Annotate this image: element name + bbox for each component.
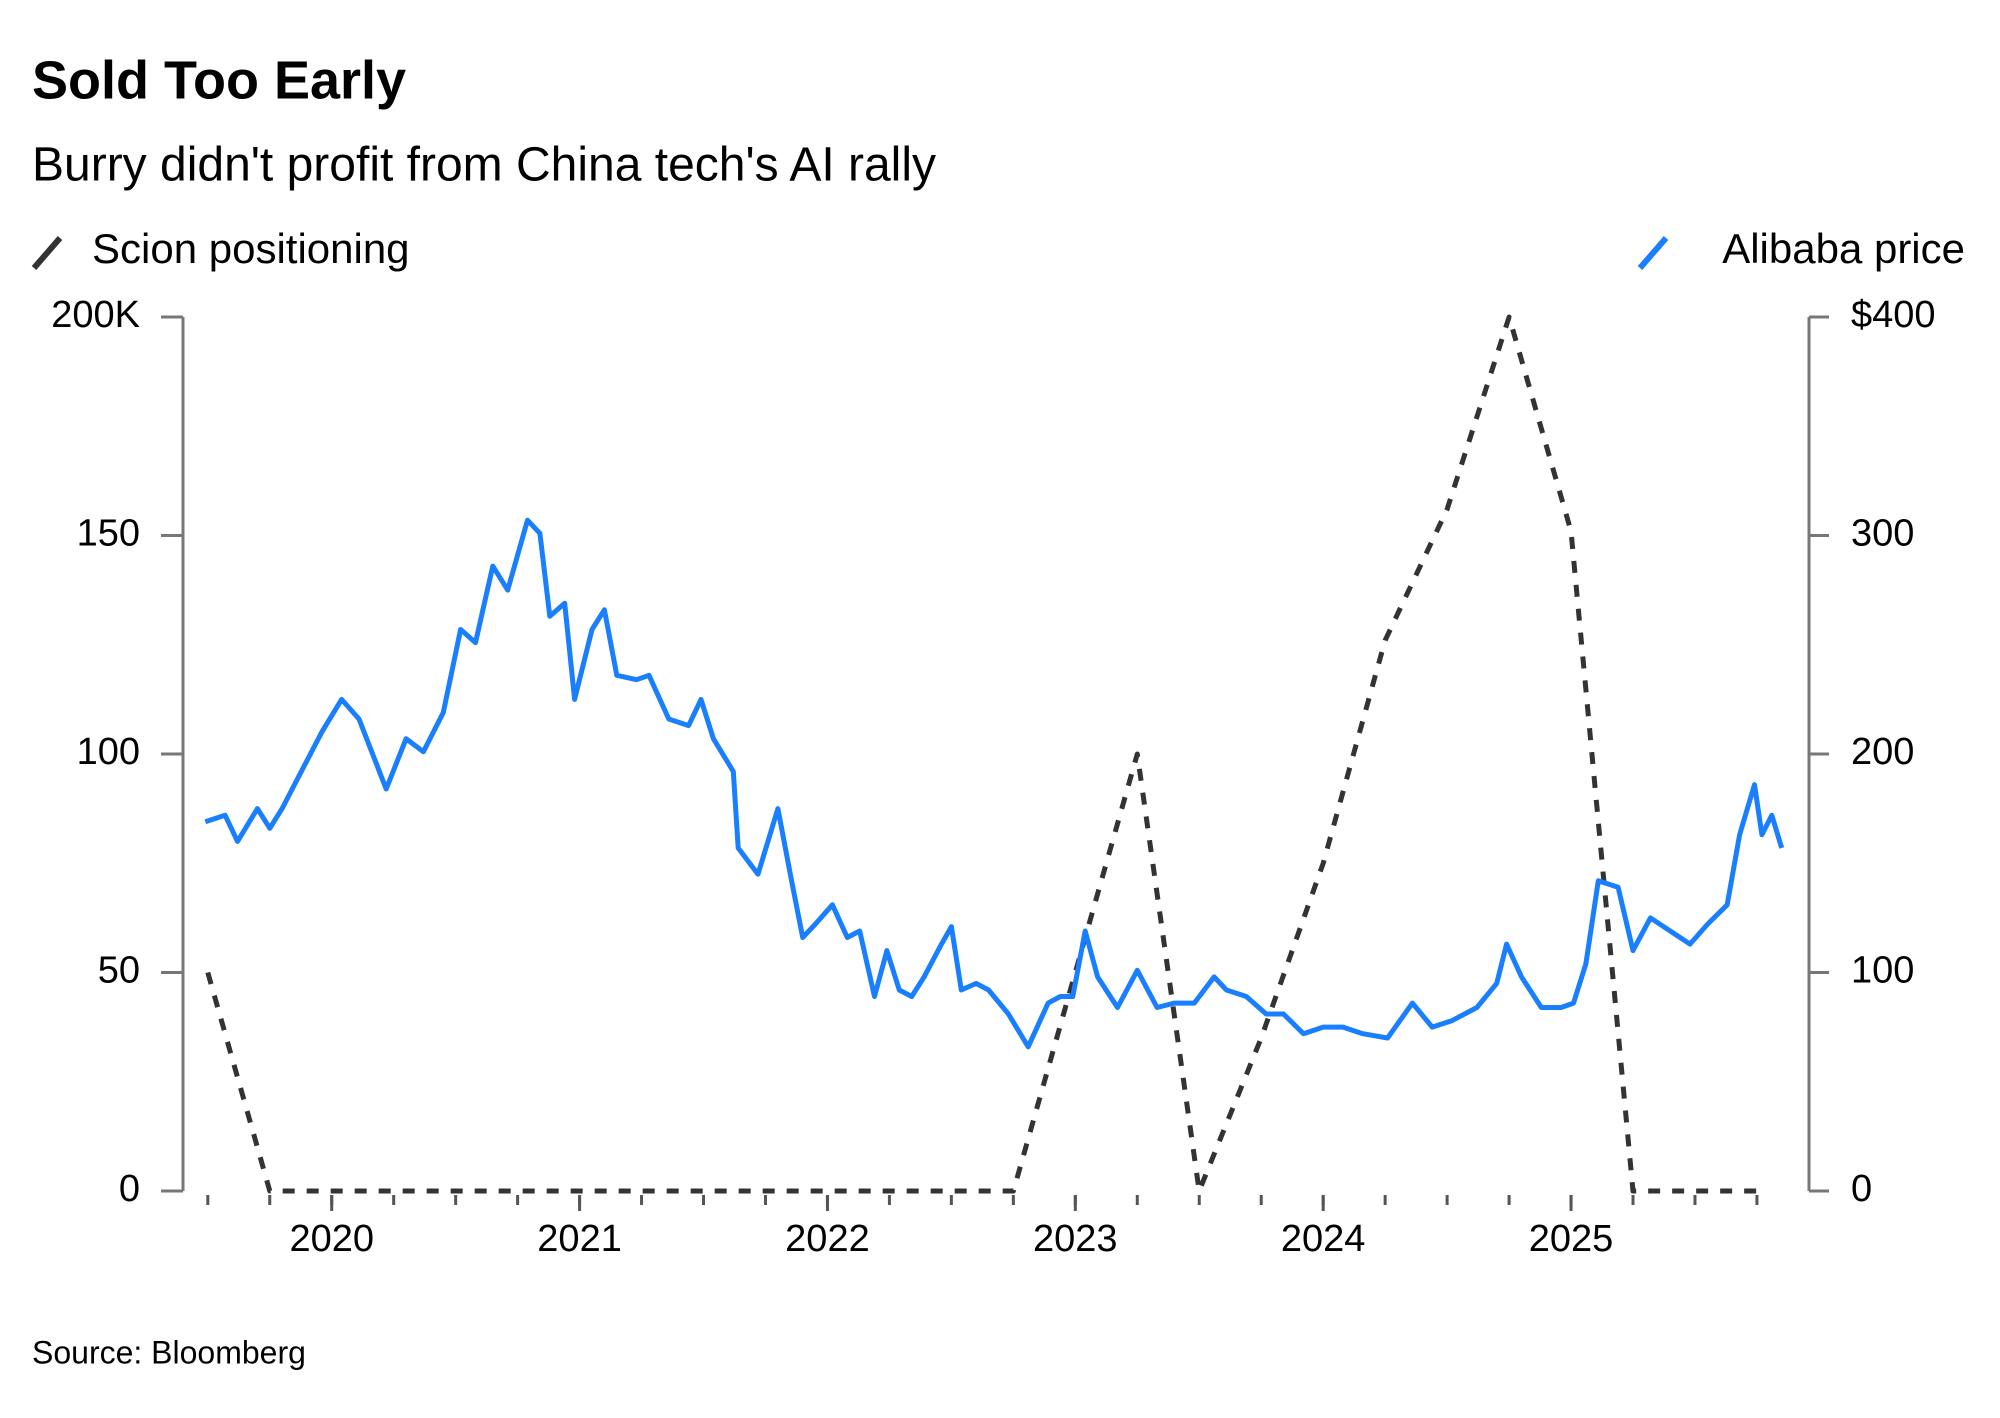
y2-tick-label: $400	[1851, 294, 1936, 336]
chart-subtitle: Burry didn't profit from China tech's AI…	[32, 139, 936, 192]
y-tick-label: 200K	[51, 294, 140, 336]
y2-tick-label: 200	[1851, 731, 1914, 773]
y2-tick-label: 100	[1851, 950, 1914, 992]
y-tick-label: 0	[119, 1168, 140, 1210]
x-tick-label: 2024	[1281, 1218, 1366, 1260]
y-tick-label: 150	[77, 513, 140, 555]
series-line	[204, 517, 1785, 1050]
x-tick-label: 2025	[1529, 1218, 1614, 1260]
legend-label: Alibaba price	[1722, 225, 1965, 272]
x-tick-label: 2023	[1033, 1218, 1118, 1260]
y-tick-label: 100	[77, 731, 140, 773]
x-tick-label: 2020	[289, 1218, 374, 1260]
source-note: Source: Bloomberg	[32, 1334, 306, 1370]
legend-icon	[1637, 236, 1669, 270]
legend-label: Scion positioning	[92, 225, 410, 272]
y2-tick-label: 0	[1851, 1168, 1872, 1210]
chart-title: Sold Too Early	[32, 50, 406, 110]
y-tick-label: 50	[98, 950, 140, 992]
x-tick-label: 2021	[537, 1218, 622, 1260]
x-tick-label: 2022	[785, 1218, 870, 1260]
legend-icon	[31, 236, 63, 270]
y2-tick-label: 300	[1851, 513, 1914, 555]
series-line	[205, 314, 1757, 1194]
